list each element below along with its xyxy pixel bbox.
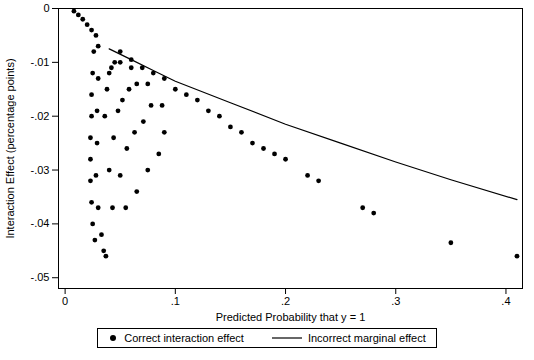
svg-text:Interaction Effect (percentage: Interaction Effect (percentage points) [4,58,16,238]
svg-text:-.01: -.01 [31,56,50,68]
svg-text:-.02: -.02 [31,110,50,122]
svg-text:.2: .2 [281,295,290,307]
svg-text:Predicted Probability that y =: Predicted Probability that y = 1 [216,311,366,323]
svg-text:-.03: -.03 [31,164,50,176]
svg-text:0: 0 [43,2,49,14]
html-text:Correct interaction effect: Correct interaction effect [124,332,244,344]
html-text:Incorrect marginal effect: Incorrect marginal effect [307,332,426,344]
svg-text:.4: .4 [501,295,510,307]
svg-text:.1: .1 [171,295,180,307]
svg-text:.3: .3 [391,295,400,307]
svg-text:0: 0 [62,295,68,307]
svg-text:-.04: -.04 [31,217,50,229]
svg-text:-.05: -.05 [31,271,50,283]
